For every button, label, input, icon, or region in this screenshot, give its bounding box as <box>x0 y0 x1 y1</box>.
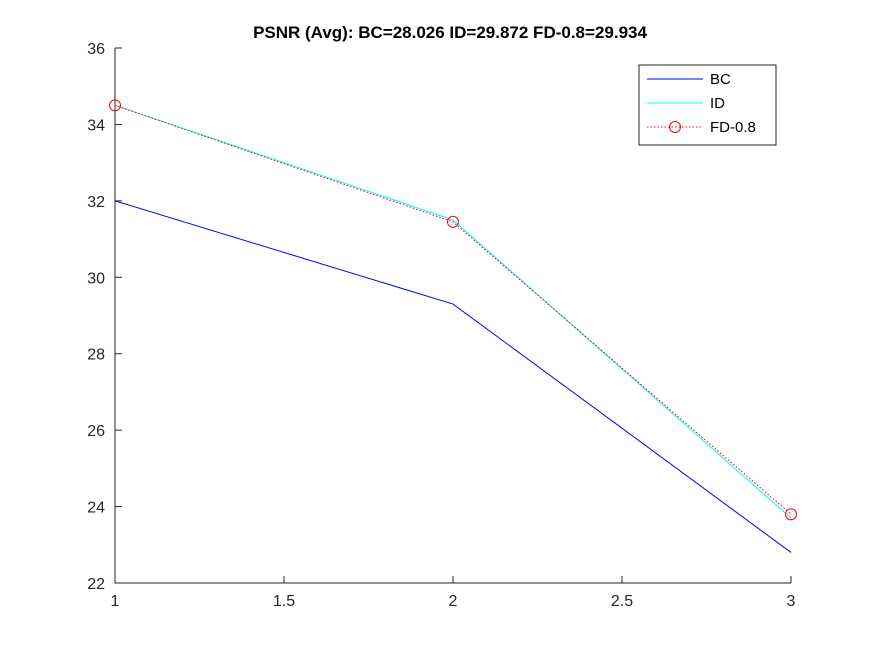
y-tick-label: 32 <box>87 194 105 211</box>
chart-title: PSNR (Avg): BC=28.026 ID=29.872 FD-0.8=2… <box>253 23 647 42</box>
legend-label-fd-0-8: FD-0.8 <box>710 119 756 136</box>
x-tick-label: 1 <box>111 593 120 610</box>
y-tick-label: 34 <box>87 117 105 134</box>
x-tick-label: 2 <box>449 593 458 610</box>
y-tick-label: 36 <box>87 41 105 58</box>
data-point-fd-0-8 <box>785 508 797 521</box>
y-tick-label: 24 <box>87 500 105 517</box>
x-tick-label: 2.5 <box>611 593 633 610</box>
series-line-id <box>114 104 792 519</box>
y-tick-label: 26 <box>87 423 105 440</box>
legend-label-id: ID <box>710 95 725 112</box>
legend-marker-fd-0-8 <box>669 121 681 133</box>
legend-box <box>638 64 777 146</box>
data-point-fd-0-8 <box>447 215 459 228</box>
legend-label-bc: BC <box>710 71 731 88</box>
y-tick-label: 28 <box>87 347 105 364</box>
plot-area: 1 1.5 2 2.5 3 22 24 26 28 30 32 34 36 <box>87 41 797 610</box>
y-tick-label: 30 <box>87 270 105 287</box>
x-tick-label: 1.5 <box>273 593 295 610</box>
series-line-bc <box>114 200 792 553</box>
y-tick-label: 22 <box>87 576 105 593</box>
data-point-fd-0-8 <box>109 99 121 112</box>
series-line-fd-0-8 <box>114 104 792 515</box>
legend: BC ID FD-0.8 <box>638 64 777 146</box>
x-tick-label: 3 <box>787 593 796 610</box>
